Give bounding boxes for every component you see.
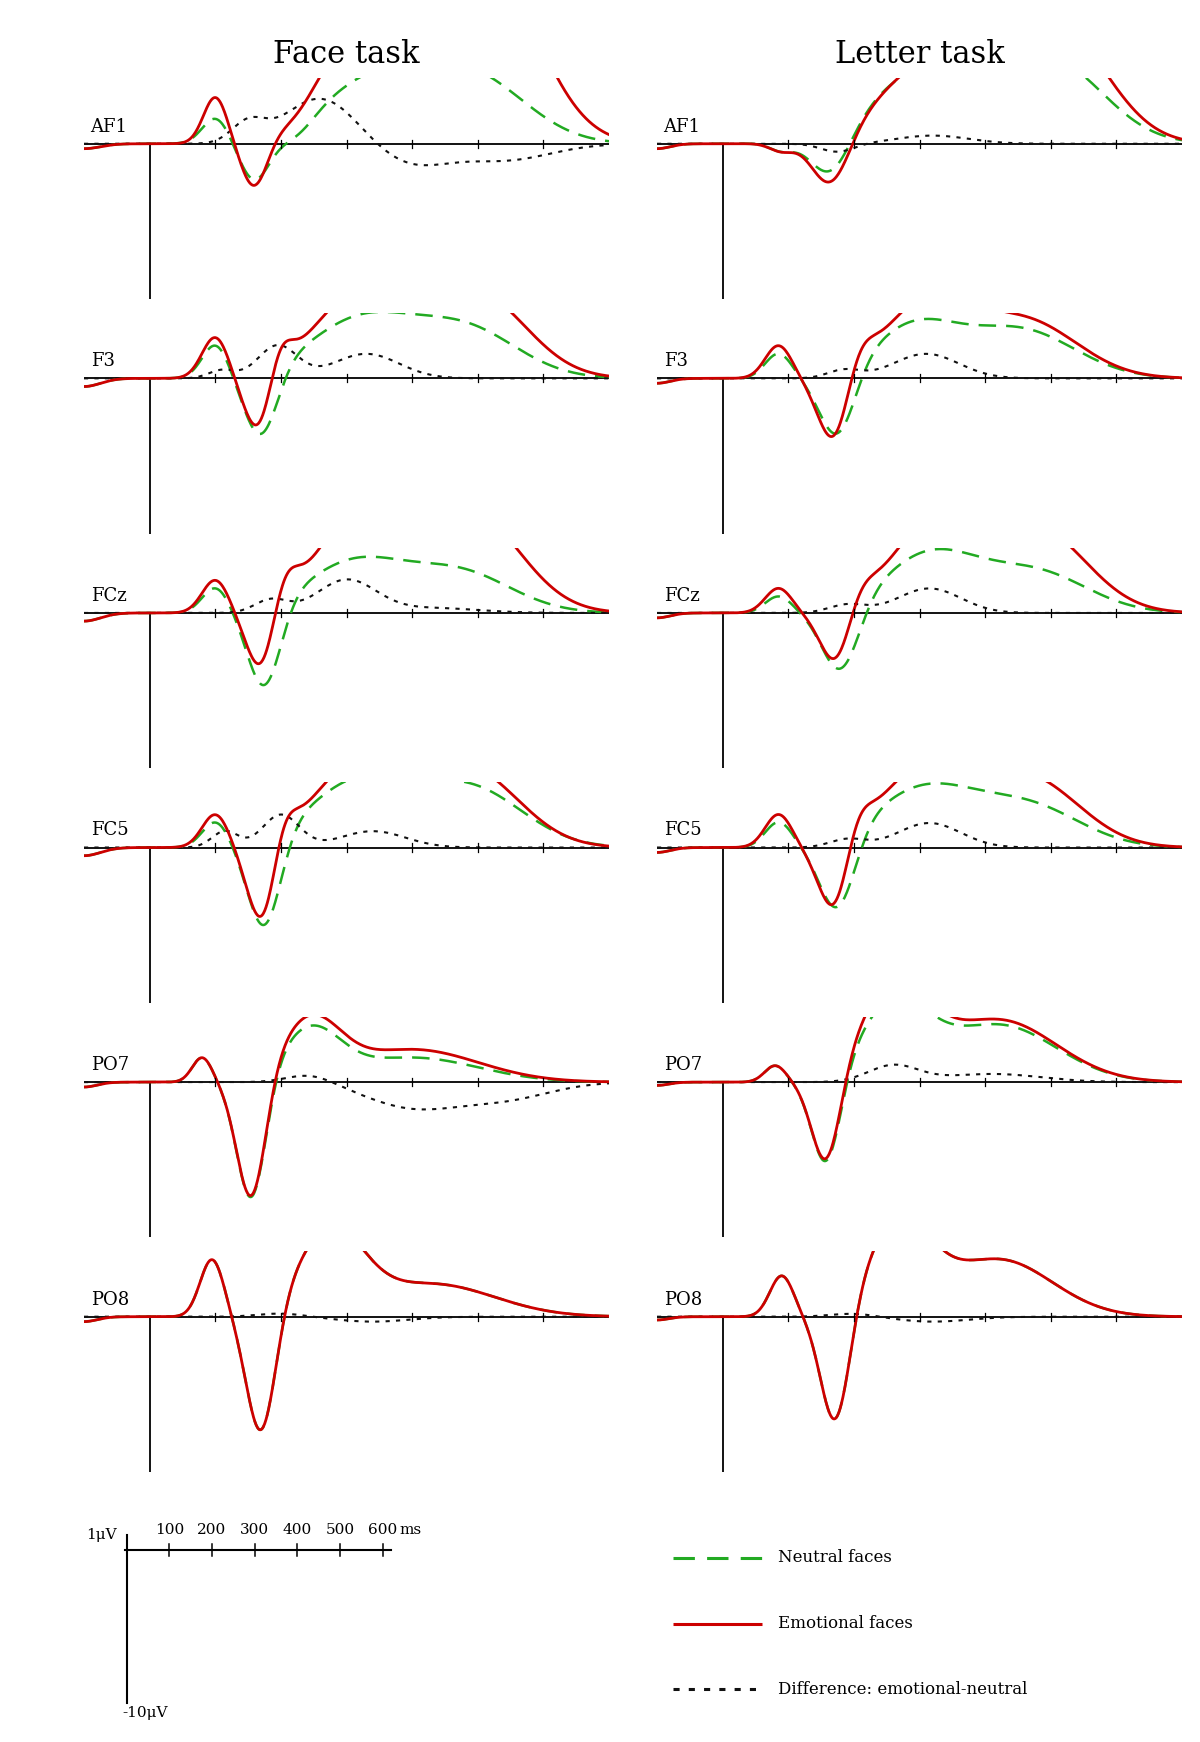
Text: PO8: PO8: [664, 1291, 702, 1308]
Text: ms: ms: [400, 1523, 421, 1536]
Text: 300: 300: [240, 1523, 269, 1536]
Text: F3: F3: [90, 352, 114, 371]
Text: -10μV: -10μV: [122, 1705, 168, 1719]
Text: Emotional faces: Emotional faces: [778, 1615, 913, 1632]
Text: AF1: AF1: [664, 118, 701, 136]
Text: Letter task: Letter task: [835, 38, 1004, 70]
Text: AF1: AF1: [90, 118, 127, 136]
Text: FC5: FC5: [664, 822, 701, 840]
Text: 200: 200: [197, 1523, 227, 1536]
Text: Neutral faces: Neutral faces: [778, 1549, 892, 1566]
Text: 100: 100: [155, 1523, 184, 1536]
Text: Difference: emotional-neutral: Difference: emotional-neutral: [778, 1681, 1027, 1698]
Text: F3: F3: [664, 352, 688, 371]
Text: 1μV: 1μV: [86, 1528, 116, 1542]
Text: PO8: PO8: [90, 1291, 128, 1308]
Text: FC5: FC5: [90, 822, 128, 840]
Text: PO7: PO7: [664, 1056, 702, 1075]
Text: 600: 600: [368, 1523, 397, 1536]
Text: Face task: Face task: [274, 38, 420, 70]
Text: 400: 400: [283, 1523, 312, 1536]
Text: FCz: FCz: [90, 587, 126, 604]
Text: PO7: PO7: [90, 1056, 128, 1075]
Text: 500: 500: [325, 1523, 354, 1536]
Text: FCz: FCz: [664, 587, 700, 604]
